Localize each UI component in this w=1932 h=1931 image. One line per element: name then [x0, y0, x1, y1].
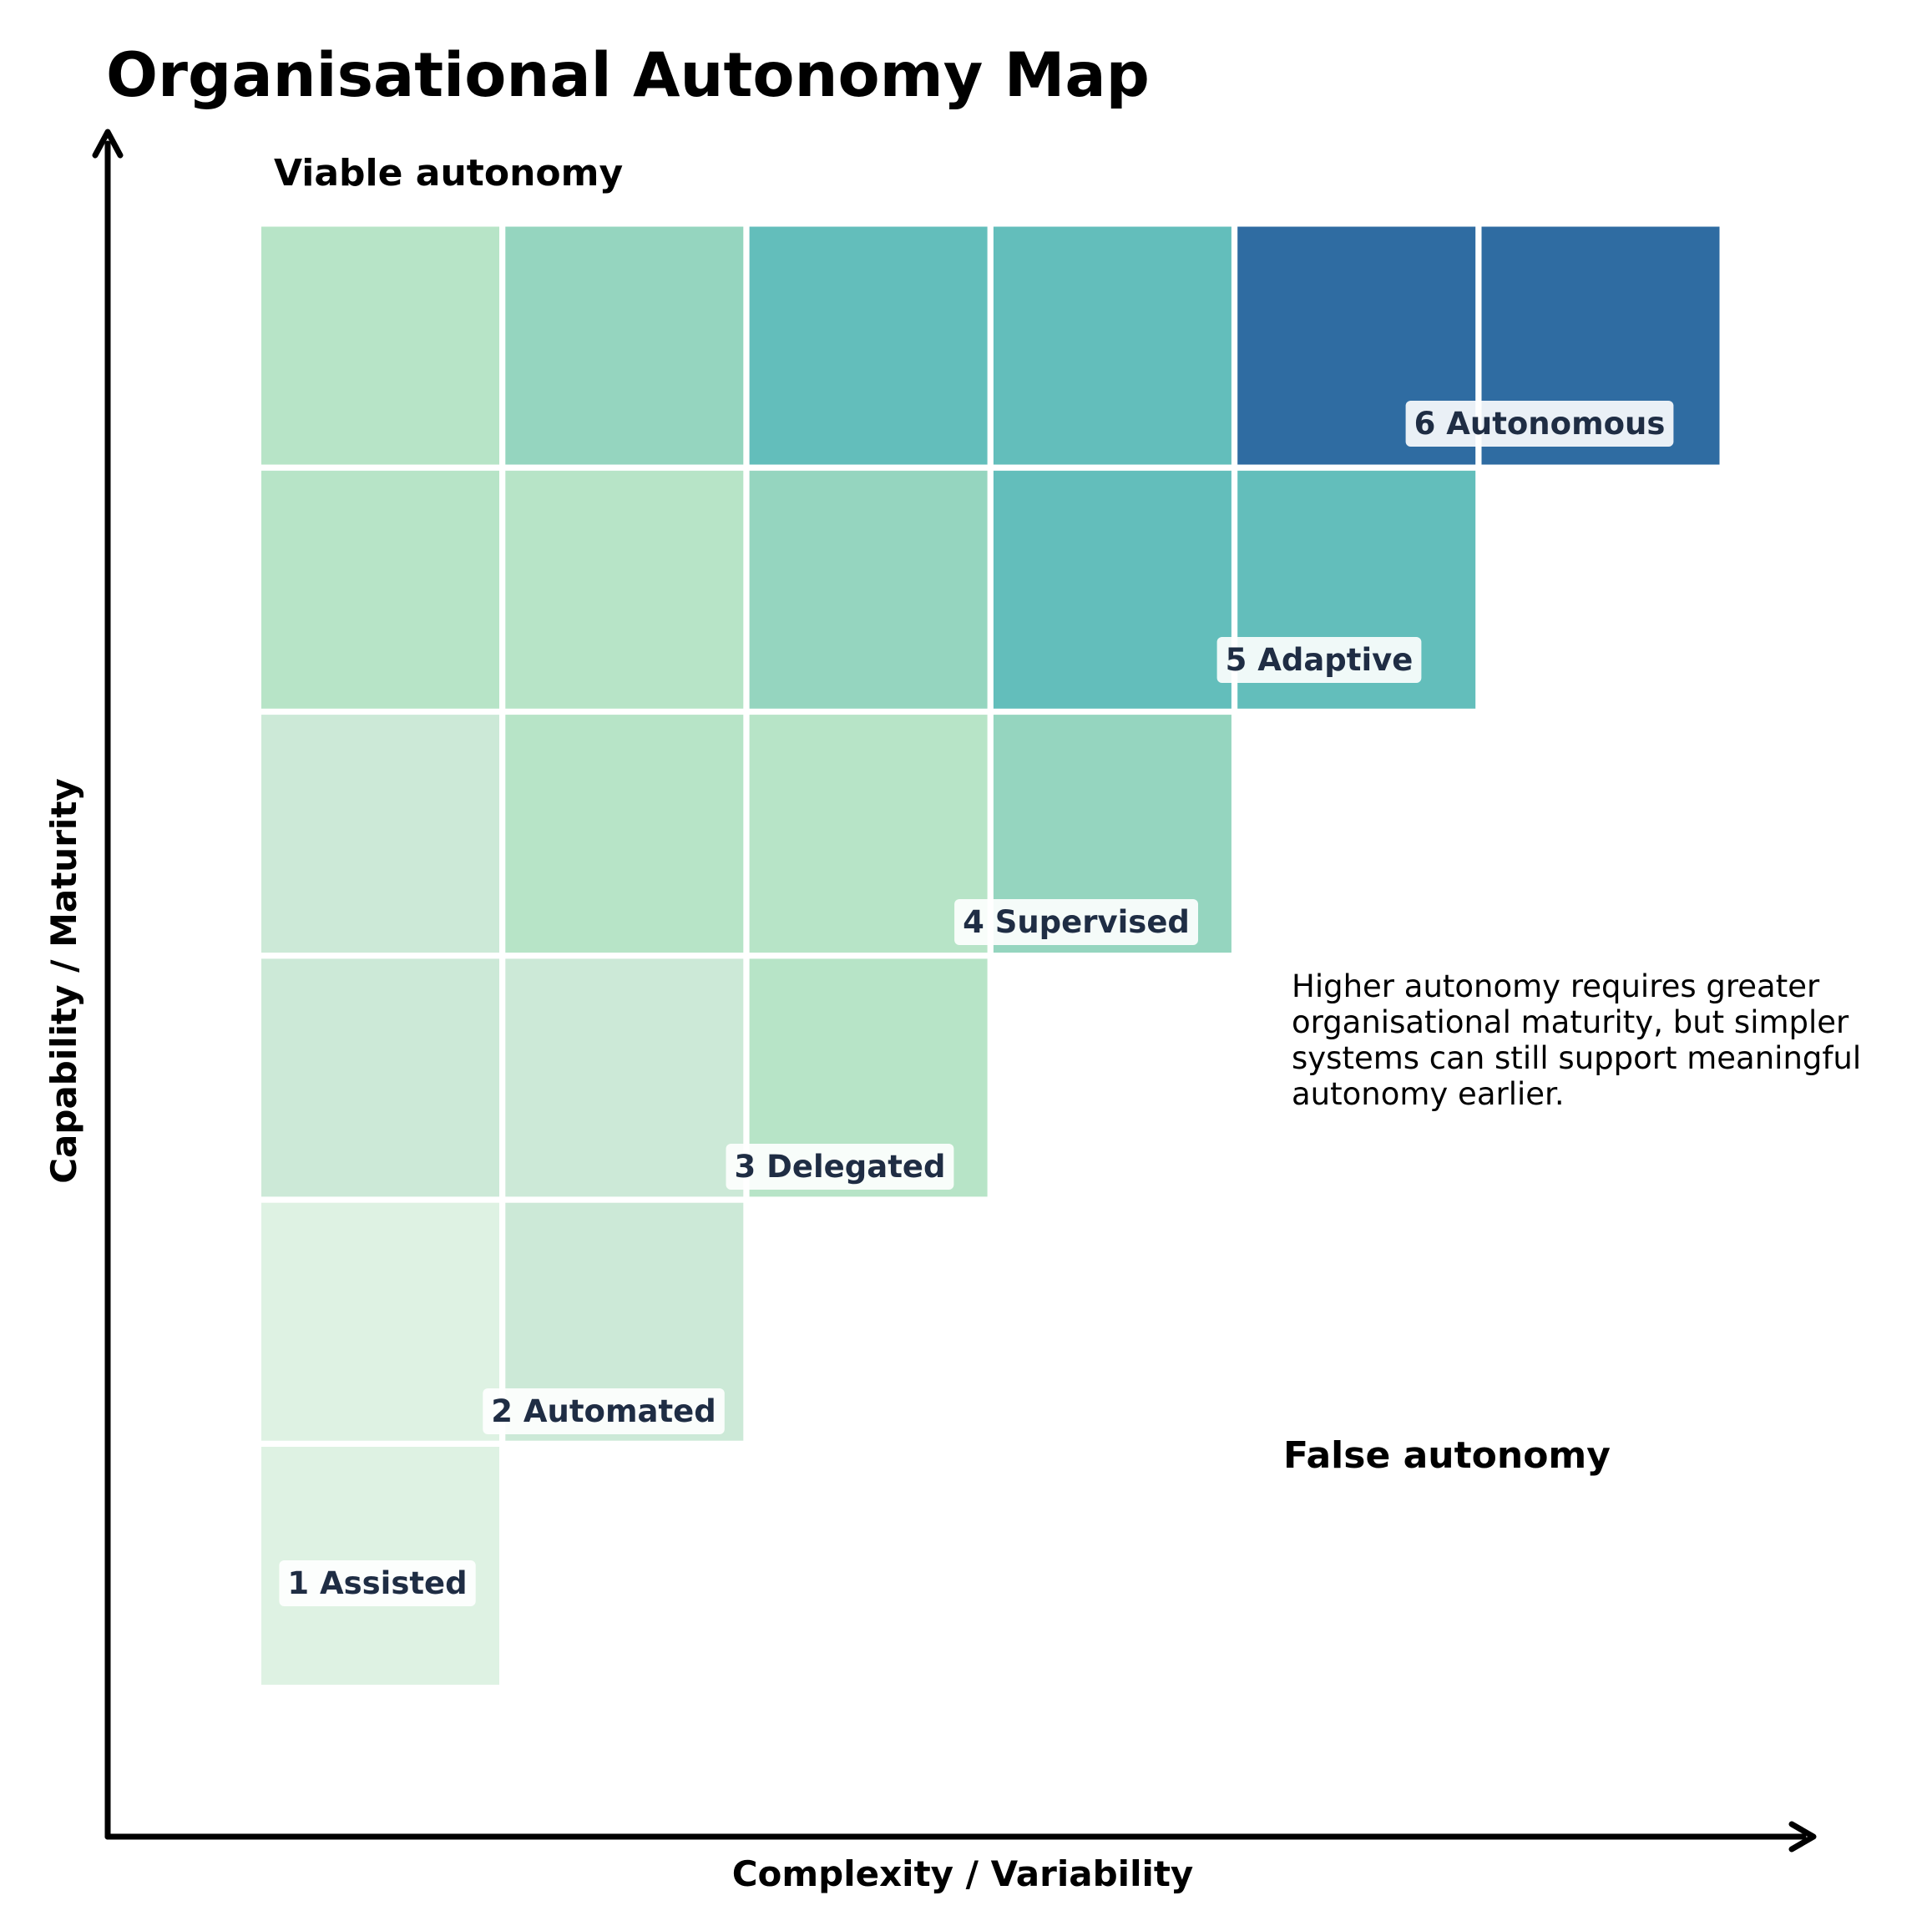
level-label-5: 5 Adaptive [1216, 637, 1422, 683]
note-line-1: Higher autonomy requires greater [1292, 968, 1820, 1004]
level-label-background [279, 1560, 476, 1606]
y-axis-label: Capability / Maturity [43, 778, 84, 1184]
level-label-4: 4 Supervised [954, 899, 1198, 945]
level-label-text: 2 Automated [491, 1393, 716, 1429]
grid-cell-level-2-col-1 [261, 1202, 499, 1441]
y-axis-arrowhead [92, 129, 124, 159]
level-label-2: 2 Automated [483, 1388, 725, 1434]
grid-cell-level-3-col-2 [505, 958, 744, 1197]
grid-cell-level-5-col-4 [993, 470, 1232, 709]
autonomy-grid [261, 226, 1720, 1685]
level-label-text: 1 Assisted [287, 1565, 467, 1601]
note-line-4: autonomy earlier. [1292, 1076, 1565, 1112]
level-label-text: 6 Autonomous [1414, 406, 1666, 442]
level-label-text: 3 Delegated [735, 1149, 946, 1185]
note-line-3: systems can still support meaningful [1292, 1040, 1861, 1076]
grid-cell-level-5-col-2 [505, 470, 744, 709]
level-label-background [1216, 637, 1422, 683]
figure-title: Organisational Autonomy Map [106, 40, 1150, 111]
level-label-text: 5 Adaptive [1226, 642, 1414, 678]
grid-cell-level-5-col-3 [749, 470, 988, 709]
grid-cell-level-6-col-4 [993, 226, 1232, 465]
grid-cell-level-6-col-3 [749, 226, 988, 465]
grid-cell-level-4-col-1 [261, 715, 499, 953]
level-label-background [726, 1144, 954, 1190]
grid-cell-level-5-col-1 [261, 470, 499, 709]
level-label-3: 3 Delegated [726, 1144, 954, 1190]
level-label-background [1405, 401, 1674, 447]
grid-cell-level-6-col-1 [261, 226, 499, 465]
viable-autonomy-label: Viable autonomy [274, 152, 623, 195]
grid-cell-level-3-col-1 [261, 958, 499, 1197]
level-label-text: 4 Supervised [963, 904, 1190, 940]
grid-cell-level-4-col-2 [505, 715, 744, 953]
level-labels: 1 Assisted 2 Automated 3 Delegated 4 Superv… [279, 401, 1674, 1606]
level-label-background [954, 899, 1198, 945]
grid-cell-level-6-col-2 [505, 226, 744, 465]
level-label-6: 6 Autonomous [1405, 401, 1674, 447]
false-autonomy-label: False autonomy [1283, 1434, 1611, 1477]
level-label-background [483, 1388, 725, 1434]
x-axis-arrowhead [1788, 1821, 1817, 1853]
note-line-2: organisational maturity, but simpler [1292, 1004, 1849, 1040]
level-label-1: 1 Assisted [279, 1560, 476, 1606]
x-axis-label: Complexity / Variability [732, 1853, 1194, 1894]
grid-cell-level-4-col-3 [749, 715, 988, 953]
